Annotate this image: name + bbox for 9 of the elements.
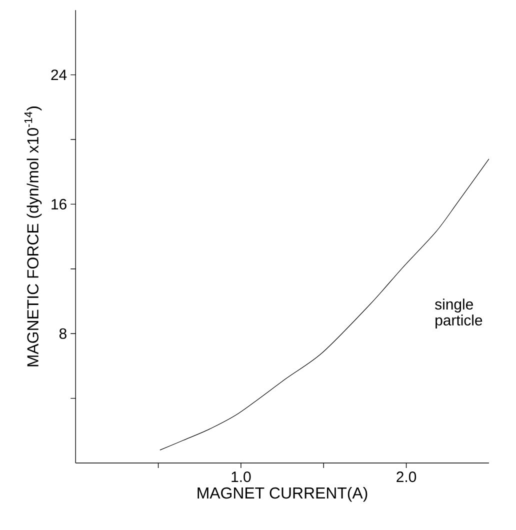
annotation: single particle (434, 298, 482, 328)
y-axis-title: MAGNETIC FORCE (dyn/mol x10$^{-14}$) (24, 106, 42, 366)
x-tick-label: 1.0 (232, 472, 251, 482)
y-tick-label: 24 (51, 70, 67, 80)
y-tick-label: 16 (51, 198, 66, 210)
x-tick-label: 2.0 (396, 472, 416, 482)
y-tick-label: 8 (59, 328, 66, 339)
x-axis-title: MAGNET CURRENT(A) (198, 486, 368, 502)
line-series (159, 158, 490, 450)
